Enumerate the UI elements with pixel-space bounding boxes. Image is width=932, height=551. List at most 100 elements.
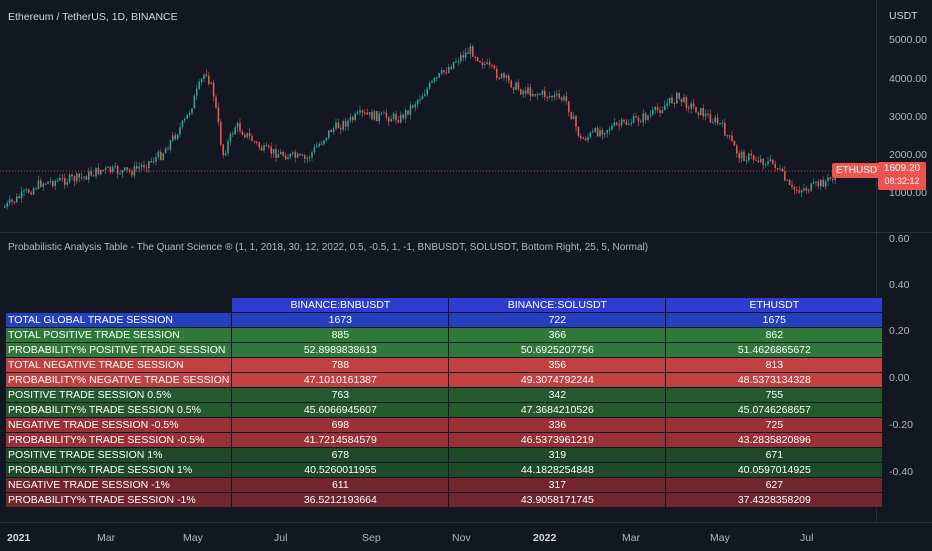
time-label: May bbox=[710, 532, 730, 544]
candle-body bbox=[167, 148, 169, 150]
candle-body bbox=[395, 113, 397, 121]
table-cell: 44.1828254848 bbox=[448, 462, 667, 478]
time-axis[interactable]: 2021 Mar May Jul Sep Nov 2022 Mar May Ju… bbox=[0, 522, 932, 551]
candle-body bbox=[812, 182, 815, 184]
candle-body bbox=[462, 55, 464, 58]
table-cell: 1675 bbox=[665, 312, 884, 328]
table-cell: 813 bbox=[665, 357, 884, 373]
candle-body bbox=[301, 154, 304, 156]
candle-body bbox=[664, 105, 666, 111]
row-label: PROBABILITY% NEGATIVE TRADE SESSION bbox=[4, 372, 233, 388]
candle-body bbox=[335, 122, 337, 129]
candle-body bbox=[654, 107, 656, 111]
candle-body bbox=[364, 112, 366, 114]
candle-body bbox=[400, 114, 402, 123]
candle-body bbox=[719, 123, 721, 125]
table-row: POSITIVE TRADE SESSION 0.5% 763 342 755 bbox=[4, 387, 884, 403]
candle-body bbox=[486, 62, 488, 64]
candle-body bbox=[788, 180, 791, 185]
candle-body bbox=[500, 73, 503, 79]
candle-body bbox=[678, 92, 680, 99]
table-header-row: BINANCE:BNBUSDT BINANCE:SOLUSDT ETHUSDT bbox=[4, 297, 884, 313]
candle-body bbox=[157, 151, 160, 158]
candle-body bbox=[520, 89, 522, 95]
indicator-tick: -0.20 bbox=[889, 419, 913, 431]
candle-body bbox=[56, 180, 59, 182]
price-axis[interactable]: USDT 5000.00 4000.00 3000.00 2000.00 100… bbox=[876, 0, 932, 232]
candle-body bbox=[205, 74, 208, 76]
table-cell: 52.8989838613 bbox=[231, 342, 450, 358]
table-cell: 336 bbox=[448, 417, 667, 433]
candle-body bbox=[695, 106, 697, 113]
candle-body bbox=[704, 113, 707, 117]
table-row: TOTAL POSITIVE TRADE SESSION 885 366 862 bbox=[4, 327, 884, 343]
candle-body bbox=[762, 158, 764, 165]
candle-body bbox=[88, 171, 90, 180]
row-label: POSITIVE TRADE SESSION 0.5% bbox=[4, 387, 233, 403]
indicator-tick: 0.20 bbox=[889, 325, 910, 337]
candle-body bbox=[409, 105, 412, 115]
table-cell: 45.0746268657 bbox=[665, 402, 884, 418]
table-row: POSITIVE TRADE SESSION 1% 678 319 671 bbox=[4, 447, 884, 463]
candle-body bbox=[604, 133, 606, 135]
candle-body bbox=[11, 199, 13, 202]
candle-body bbox=[236, 123, 239, 128]
time-label: Jul bbox=[274, 532, 288, 544]
candle-body bbox=[80, 177, 83, 179]
table-cell: 342 bbox=[448, 387, 667, 403]
candle-body bbox=[124, 167, 126, 171]
table-cell: 1673 bbox=[231, 312, 450, 328]
row-label: POSITIVE TRADE SESSION 1% bbox=[4, 447, 233, 463]
candle-body bbox=[625, 121, 628, 125]
candle-body bbox=[404, 110, 407, 119]
table-cell: 671 bbox=[665, 447, 884, 463]
candle-body bbox=[515, 82, 517, 90]
table-cell: 627 bbox=[665, 477, 884, 493]
candle-body bbox=[174, 135, 176, 139]
candle-body bbox=[32, 188, 35, 195]
table-cell: 722 bbox=[448, 312, 667, 328]
candle-body bbox=[575, 115, 577, 127]
candle-body bbox=[388, 117, 390, 122]
candle-body bbox=[738, 153, 740, 159]
candle-body bbox=[769, 159, 772, 162]
candle-body bbox=[306, 157, 308, 159]
candle-body bbox=[140, 165, 143, 167]
candle-body bbox=[743, 151, 745, 161]
candle-body bbox=[40, 180, 42, 187]
candle-body bbox=[522, 90, 524, 95]
indicator-axis[interactable]: 0.60 0.40 0.20 0.00 -0.20 -0.40 bbox=[876, 233, 932, 523]
candle-body bbox=[28, 189, 30, 193]
candle-body bbox=[361, 110, 364, 113]
candle-body bbox=[476, 57, 479, 61]
candle-body bbox=[673, 103, 676, 105]
candle-body bbox=[193, 95, 196, 109]
candle-body bbox=[781, 168, 784, 172]
candle-body bbox=[620, 119, 623, 126]
symbol-tag: ETHUSDT bbox=[832, 163, 888, 178]
candle-body bbox=[138, 166, 140, 169]
candle-body bbox=[308, 157, 311, 159]
candle-body bbox=[493, 65, 496, 69]
candle-body bbox=[4, 206, 6, 208]
candle-body bbox=[270, 147, 272, 154]
candle-body bbox=[200, 78, 203, 82]
pane-divider[interactable] bbox=[0, 232, 932, 233]
table-cell: 788 bbox=[231, 357, 450, 373]
candle-body bbox=[316, 146, 318, 148]
candle-body bbox=[373, 111, 376, 120]
candle-body bbox=[116, 166, 119, 174]
candle-body bbox=[356, 112, 359, 114]
time-label: Mar bbox=[97, 532, 116, 544]
chart-title: Ethereum / TetherUS, 1D, BINANCE bbox=[8, 11, 178, 23]
table-row: PROBABILITY% POSITIVE TRADE SESSION 52.89… bbox=[4, 342, 884, 358]
candle-body bbox=[198, 81, 200, 89]
table-cell: 366 bbox=[448, 327, 667, 343]
price-chart[interactable] bbox=[0, 0, 876, 232]
candle-body bbox=[616, 122, 618, 125]
candle-body bbox=[776, 168, 779, 170]
candle-body bbox=[143, 165, 145, 168]
indicator-title[interactable]: Probabilistic Analysis Table - The Quant… bbox=[8, 242, 649, 253]
candle-body bbox=[18, 196, 20, 199]
candle-body bbox=[496, 68, 498, 79]
